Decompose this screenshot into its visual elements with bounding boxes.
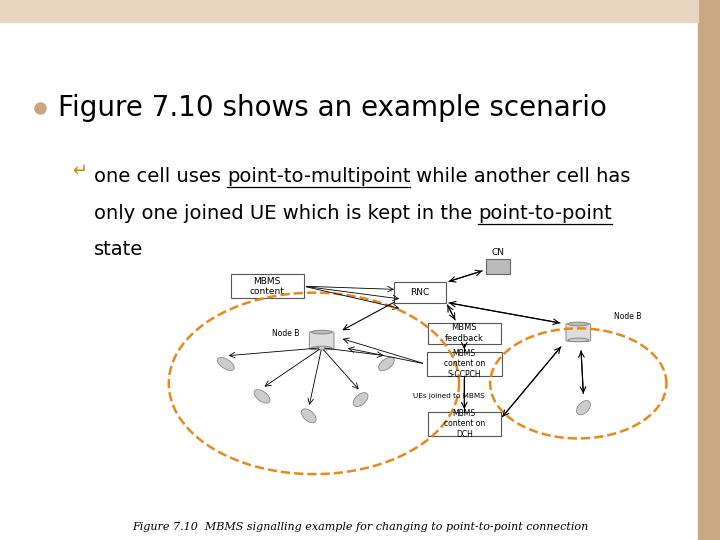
FancyBboxPatch shape: [566, 323, 590, 341]
Text: MBMS
feedback: MBMS feedback: [445, 323, 484, 343]
Bar: [698, 0, 720, 540]
Text: MBMS
content on
DCH: MBMS content on DCH: [444, 409, 485, 439]
Ellipse shape: [353, 393, 368, 407]
Text: point-to-point: point-to-point: [478, 204, 612, 222]
Text: Figure 7.10 shows an example scenario: Figure 7.10 shows an example scenario: [58, 94, 606, 122]
Text: ↵: ↵: [72, 162, 87, 180]
FancyBboxPatch shape: [428, 411, 500, 436]
Text: Node B: Node B: [271, 329, 299, 338]
FancyBboxPatch shape: [427, 352, 502, 376]
Ellipse shape: [312, 330, 332, 334]
FancyBboxPatch shape: [395, 282, 446, 303]
Ellipse shape: [568, 338, 588, 342]
Text: UEs joined to MBMS: UEs joined to MBMS: [413, 393, 485, 400]
Ellipse shape: [379, 357, 395, 370]
Text: point-to-multipoint: point-to-multipoint: [227, 167, 410, 186]
Text: MBMS
content on
S-CCPCH: MBMS content on S-CCPCH: [444, 349, 485, 379]
Ellipse shape: [568, 322, 588, 326]
Text: while another cell has: while another cell has: [410, 167, 631, 186]
FancyBboxPatch shape: [310, 332, 334, 349]
FancyBboxPatch shape: [428, 322, 500, 344]
Text: Node B: Node B: [614, 313, 642, 321]
Ellipse shape: [217, 357, 234, 370]
Text: Figure 7.10  MBMS signalling example for changing to point-to-point connection: Figure 7.10 MBMS signalling example for …: [132, 522, 588, 532]
Ellipse shape: [254, 390, 270, 403]
Ellipse shape: [577, 401, 590, 415]
Text: state: state: [94, 240, 143, 259]
Text: MBMS
content: MBMS content: [250, 276, 284, 296]
Text: only one joined UE which is kept in the: only one joined UE which is kept in the: [94, 204, 478, 222]
Text: CN: CN: [492, 248, 505, 256]
FancyBboxPatch shape: [231, 274, 304, 298]
Text: RNC: RNC: [410, 288, 430, 297]
Bar: [0, 0, 698, 22]
Text: one cell uses: one cell uses: [94, 167, 227, 186]
Ellipse shape: [301, 409, 316, 423]
Ellipse shape: [312, 346, 332, 350]
